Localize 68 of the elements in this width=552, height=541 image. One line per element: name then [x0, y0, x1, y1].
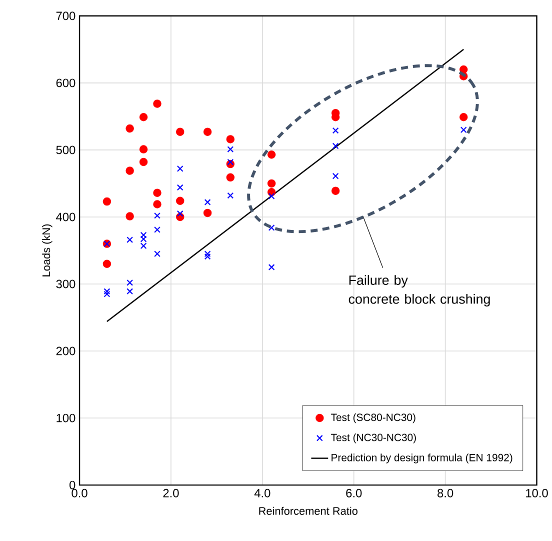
- y-tick-label: 200: [56, 346, 76, 356]
- point: [126, 236, 134, 244]
- x-tick-label: 10.0: [526, 489, 548, 498]
- point: [154, 212, 160, 219]
- y-tick-label: 0: [70, 480, 76, 490]
- point: [176, 184, 184, 191]
- y-axis-title: Loads (kN): [42, 224, 52, 276]
- point: [102, 260, 112, 268]
- point: [226, 135, 235, 144]
- point: [268, 224, 275, 232]
- legend-label: Test (NC30-NC30): [330, 434, 416, 444]
- point: [227, 158, 234, 166]
- point: [139, 145, 148, 154]
- point: [140, 232, 147, 238]
- point: [267, 179, 276, 188]
- point: [140, 242, 147, 250]
- point: [227, 192, 234, 199]
- annotation: Failure by concrete block crushing: [348, 275, 490, 307]
- y-tick-label: 600: [56, 78, 76, 88]
- point: [104, 288, 110, 295]
- point: [176, 128, 184, 136]
- x-tick-label: 0.0: [72, 489, 88, 498]
- point: [204, 253, 211, 260]
- x-tick-label: 8.0: [438, 489, 454, 498]
- point: [104, 290, 110, 298]
- point: [126, 212, 134, 221]
- point: [227, 146, 234, 153]
- point: [153, 188, 162, 198]
- x-axis-title: Reinforcement Ratio: [259, 506, 358, 515]
- point: [268, 193, 275, 200]
- point: [332, 142, 339, 150]
- point: [226, 173, 235, 182]
- point: [126, 280, 134, 286]
- point: [126, 124, 134, 133]
- x-tick-label: 2.0: [163, 489, 179, 498]
- point: [204, 250, 211, 258]
- point: [176, 210, 184, 217]
- x-tick-label: 6.0: [346, 489, 362, 498]
- point: [267, 150, 276, 159]
- point: [153, 100, 162, 108]
- point: [332, 173, 339, 180]
- point: [139, 113, 148, 122]
- point: [140, 236, 147, 242]
- point: [268, 264, 275, 271]
- point: [126, 288, 134, 295]
- point: [153, 200, 162, 209]
- y-tick-label: 100: [56, 414, 76, 422]
- point: [126, 166, 134, 175]
- x-tick-label: 4.0: [254, 489, 270, 498]
- point: [176, 196, 184, 206]
- y-tick-label: 300: [56, 280, 76, 288]
- point: [332, 127, 339, 134]
- point: [139, 158, 148, 166]
- point: [460, 126, 467, 134]
- point: [331, 186, 340, 196]
- point: [203, 128, 212, 136]
- point: [203, 208, 212, 218]
- y-tick-label: 500: [56, 146, 76, 154]
- point: [204, 199, 211, 206]
- point: [176, 166, 184, 172]
- point: [154, 250, 160, 258]
- legend-label: Prediction by design formula (EN 1992): [332, 454, 512, 464]
- point: [154, 226, 160, 234]
- y-tick-label: 400: [56, 212, 76, 222]
- point: [459, 113, 468, 122]
- y-tick-label: 700: [56, 12, 76, 20]
- point: [102, 198, 112, 206]
- legend-label: Test (SC80-NC30): [330, 414, 416, 424]
